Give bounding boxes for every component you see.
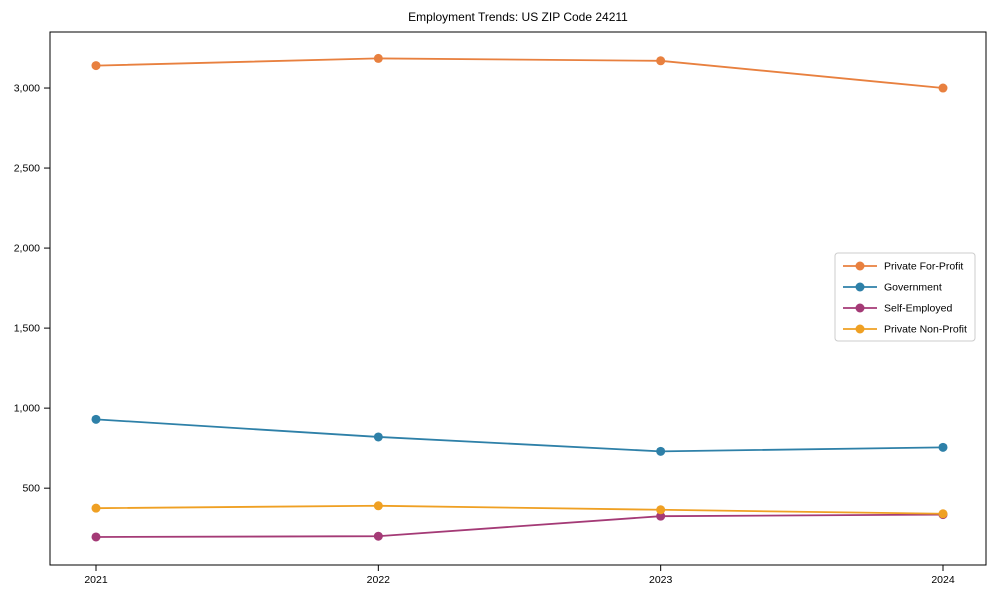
data-point: [656, 56, 666, 66]
legend-marker-dot: [855, 261, 865, 271]
series-line: [95, 504, 944, 515]
y-tick-label: 3,000: [14, 83, 40, 95]
series-line: [95, 57, 944, 89]
legend-label: Government: [884, 282, 942, 294]
data-point: [91, 414, 101, 424]
x-tick-label: 2023: [649, 574, 673, 586]
y-tick-label: 500: [22, 483, 40, 495]
data-point: [938, 509, 948, 519]
y-tick-label: 2,500: [14, 163, 40, 175]
plot-frame: [49, 31, 987, 566]
legend-label: Private For-Profit: [884, 261, 963, 273]
data-point: [938, 442, 948, 452]
legend-marker-dot: [855, 282, 865, 292]
legend-box: [834, 252, 976, 342]
legend-label: Private Non-Profit: [884, 324, 967, 336]
data-point: [373, 432, 383, 442]
data-point: [91, 503, 101, 513]
legend-marker-dot: [855, 324, 865, 334]
data-point: [656, 505, 666, 515]
data-point: [373, 501, 383, 511]
data-point: [373, 531, 383, 541]
data-point: [938, 83, 948, 93]
x-tick-label: 2024: [931, 574, 955, 586]
y-tick-label: 1,000: [14, 403, 40, 415]
data-point: [373, 53, 383, 63]
series-line: [95, 513, 944, 538]
legend-label: Self-Employed: [884, 303, 952, 315]
data-point: [91, 61, 101, 71]
data-point: [656, 511, 666, 521]
data-point: [656, 446, 666, 456]
chart-title: Employment Trends: US ZIP Code 24211: [408, 10, 628, 24]
series-line: [95, 418, 944, 453]
x-tick-label: 2021: [84, 574, 108, 586]
y-tick-label: 1,500: [14, 323, 40, 335]
data-point: [91, 532, 101, 542]
y-tick-label: 2,000: [14, 243, 40, 255]
legend-marker-dot: [855, 303, 865, 313]
x-tick-label: 2022: [367, 574, 391, 586]
